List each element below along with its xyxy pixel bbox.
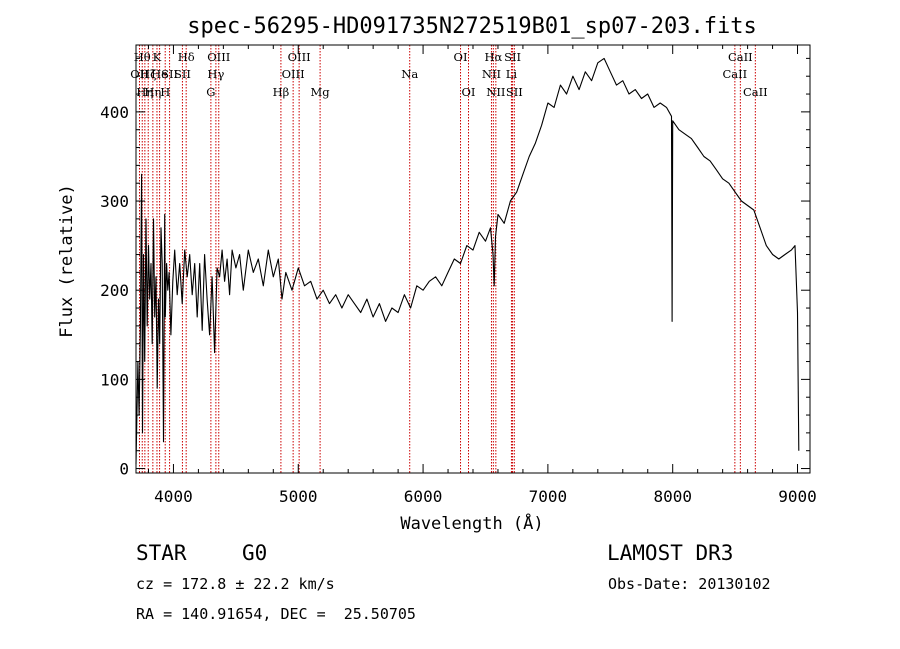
emission-line-labels: OIIHθHηHζHηKHeHSIISIIHδGHγOIIIHβOIIIOIII…: [130, 50, 767, 99]
line-label-27: CaII: [722, 67, 747, 81]
line-label-9: SII: [174, 67, 191, 81]
y-axis-label: Flux (relative): [57, 184, 77, 338]
line-label-26: SII: [506, 85, 523, 99]
line-label-0: OII: [130, 67, 149, 81]
object-class: STAR: [136, 541, 187, 565]
line-label-14: Hβ: [273, 85, 290, 99]
plot-frame: [135, 44, 811, 474]
y-tick-label-0: 0: [119, 460, 129, 479]
line-label-24: Li: [506, 67, 518, 81]
line-label-5: K: [153, 50, 162, 64]
line-label-10: Hδ: [178, 50, 195, 64]
line-label-28: CaII: [728, 50, 753, 64]
line-label-11: G: [206, 85, 215, 99]
x-tick-label-2: 6000: [404, 487, 443, 506]
line-label-2: Hη: [136, 85, 153, 99]
y-tick-label-2: 200: [100, 281, 129, 300]
y-tick-label-4: 400: [100, 103, 129, 122]
line-label-16: OIII: [288, 50, 311, 64]
line-label-19: OI: [454, 50, 468, 64]
x-tick-label-0: 4000: [154, 487, 193, 506]
line-label-22: Hα: [484, 50, 502, 64]
line-label-25: SII: [504, 50, 521, 64]
line-label-6: He: [151, 67, 168, 81]
line-label-23: NII: [486, 85, 505, 99]
line-label-7: H: [160, 85, 170, 99]
x-axis: 4000 5000 6000 7000 8000 9000: [147, 45, 817, 506]
survey-name: LAMOST DR3: [607, 541, 734, 565]
line-label-4: Hη: [144, 85, 161, 99]
line-label-1: Hθ: [134, 50, 151, 64]
line-label-29: CaII: [743, 85, 768, 99]
x-tick-label-3: 7000: [529, 487, 568, 506]
line-label-8: SII: [161, 67, 178, 81]
line-label-20: OI: [462, 85, 476, 99]
y-axis: 0 100 200 300 400: [100, 57, 810, 479]
x-axis-label: Wavelength (Å): [400, 512, 543, 534]
x-tick-label-1: 5000: [279, 487, 318, 506]
y-tick-label-3: 300: [100, 192, 129, 211]
spectral-subclass: G0: [242, 541, 268, 565]
x-tick-label-5: 9000: [778, 487, 817, 506]
line-label-12: Hγ: [207, 67, 224, 81]
coordinates-readout: RA = 140.91654, DEC = 25.50705: [136, 605, 416, 623]
spectrum-series-line: [135, 57, 800, 465]
y-tick-label-1: 100: [100, 370, 129, 389]
line-label-21: NII: [482, 67, 501, 81]
line-label-15: OIII: [282, 67, 305, 81]
x-tick-label-4: 8000: [653, 487, 692, 506]
chart-title: spec-56295-HD091735N272519B01_sp07-203.f…: [187, 14, 757, 39]
line-label-17: Mg: [311, 85, 331, 99]
line-label-13: OIII: [207, 50, 230, 64]
line-label-18: Na: [401, 67, 418, 81]
line-label-3: Hζ: [140, 67, 156, 81]
observation-date: Obs-Date: 20130102: [608, 575, 771, 593]
redshift-readout: cz = 172.8 ± 22.2 km/s: [136, 575, 335, 593]
